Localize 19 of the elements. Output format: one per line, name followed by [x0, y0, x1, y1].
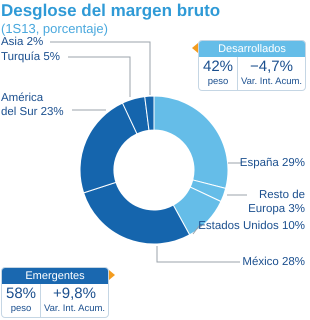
text: Desarrollados [199, 41, 305, 57]
text: 42% [202, 58, 234, 76]
text: peso [206, 76, 230, 88]
text: +9,8% [52, 285, 97, 303]
text: 58% [4, 285, 38, 303]
slice-label: España 29% [238, 156, 305, 170]
slice-label: Asia 2% [1, 36, 44, 49]
slice-label: América del Sur 23% [1, 91, 65, 119]
text: Var. Int. Acum. [240, 76, 304, 88]
chart-title: Desglose del margen bruto [1, 1, 220, 21]
text: peso [10, 303, 32, 315]
slice-label: México 28% [241, 255, 305, 269]
slice-label: Resto de Europa 3% [247, 188, 305, 216]
chart-subtitle: (1S13, porcentaje) [1, 21, 108, 36]
text: Emergentes [2, 268, 108, 284]
slice-label: Estados Unidos 10% [197, 219, 305, 233]
text: Var. Int. Acum. [42, 303, 106, 315]
text: −4,7% [249, 58, 294, 76]
slice-label: Turquía 5% [1, 50, 62, 64]
